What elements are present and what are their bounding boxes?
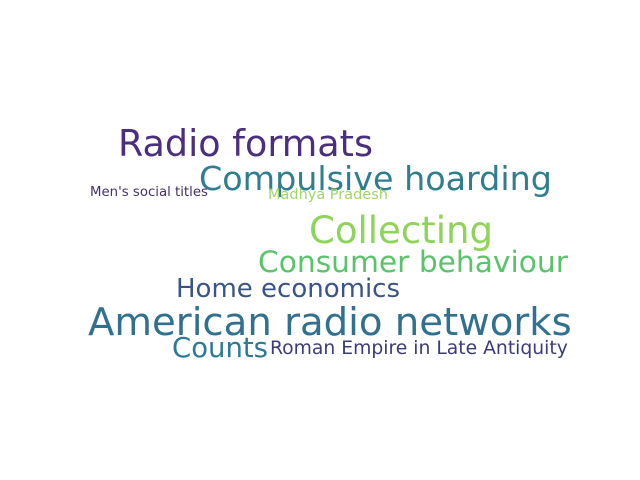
word-home-economics: Home economics — [176, 274, 401, 304]
word-american-radio-networks: American radio networks — [88, 300, 572, 345]
word-mens-social-titles: Men's social titles — [90, 185, 208, 200]
word-collecting: Collecting — [309, 209, 493, 252]
word-radio-formats: Radio formats — [118, 122, 373, 165]
word-roman-empire-in-late-antiquity: Roman Empire in Late Antiquity — [270, 338, 568, 359]
word-compulsive-hoarding: Compulsive hoarding — [199, 159, 552, 198]
word-madhya-pradesh: Madhya Pradesh — [268, 187, 388, 203]
word-counts: Counts — [172, 332, 268, 364]
word-consumer-behaviour: Consumer behaviour — [258, 245, 568, 280]
